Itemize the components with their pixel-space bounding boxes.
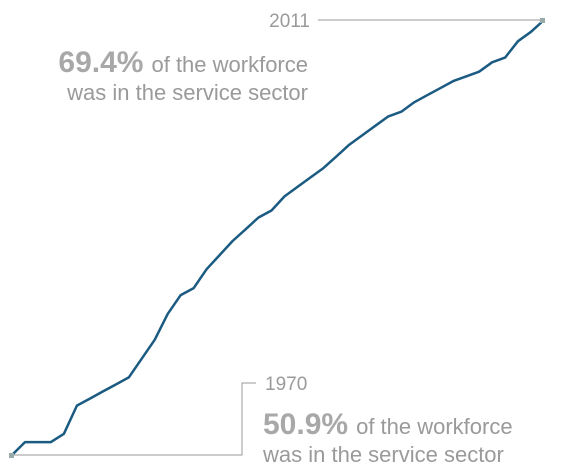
value-label: 50.9%: [263, 408, 348, 441]
annotation-text: of the workforce: [356, 414, 513, 439]
value-label: 69.4%: [58, 46, 143, 79]
annotation-text: of the workforce: [151, 52, 308, 77]
annotation-text: was in the service sector: [262, 442, 504, 466]
leader-line: [12, 382, 256, 456]
end-marker: [540, 18, 545, 23]
year-label: 2011: [269, 11, 310, 32]
annotation-text: was in the service sector: [66, 80, 308, 105]
annotation: 69.4% of the workforce: [58, 46, 308, 79]
year-label: 1970: [265, 374, 307, 395]
data-line: [11, 19, 545, 456]
annotation: 50.9% of the workforce: [263, 408, 513, 441]
end-marker: [9, 453, 14, 458]
